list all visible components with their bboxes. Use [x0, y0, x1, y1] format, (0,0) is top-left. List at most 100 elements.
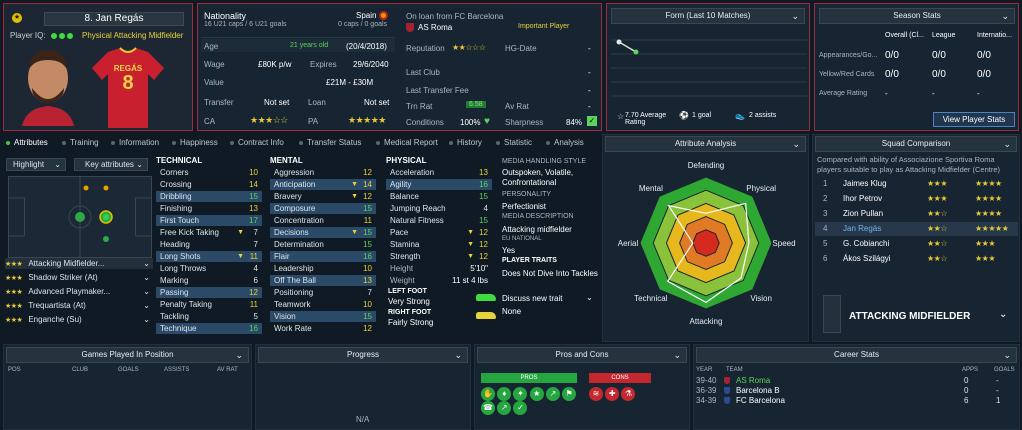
role-item[interactable]: ★★★ Enganche (Su) ⌄	[5, 315, 150, 324]
attribute-row[interactable]: Vision 15	[270, 311, 376, 322]
squad-player-name[interactable]: Jaimes Klug	[843, 179, 887, 188]
attribute-row[interactable]: Agility 16	[386, 179, 492, 190]
squad-row[interactable]: 2 Ihor Petrov ★★★ ★★★★	[815, 192, 1018, 206]
pros-cons-header[interactable]: Pros and Cons ⌄	[477, 347, 687, 363]
attribute-row[interactable]: Technique 16	[156, 323, 262, 334]
tab-training[interactable]: Training	[62, 137, 99, 149]
tab-happiness[interactable]: Happiness	[172, 137, 218, 149]
key-attributes-dropdown[interactable]: Key attributes ⌄	[74, 158, 148, 171]
career-row[interactable]: 36-39 Barcelona B 0 -	[696, 385, 1016, 396]
squad-player-name[interactable]: Ákos Szilágyi	[843, 254, 891, 263]
attribute-name: Finishing	[160, 204, 193, 213]
season-cell: 0/0	[932, 50, 946, 61]
career-row[interactable]: 34-39 FC Barcelona 6 1	[696, 395, 1016, 406]
rank: 6	[823, 254, 828, 263]
season-header[interactable]: Season Stats ⌄	[819, 8, 1015, 24]
squad-row[interactable]: 5 G. Cobianchi ★★☆ ★★★	[815, 237, 1018, 251]
tab-analysis[interactable]: Analysis	[546, 137, 584, 149]
career-team[interactable]: FC Barcelona	[736, 396, 785, 405]
attribute-value: 13	[249, 204, 258, 213]
squad-row[interactable]: 1 Jaimes Klug ★★★ ★★★★	[815, 177, 1018, 191]
attribute-row[interactable]: Teamwork 10	[270, 299, 376, 310]
attribute-row[interactable]: Crossing 14	[156, 179, 262, 190]
squad-row[interactable]: 6 Ákos Szilágyi ★★☆ ★★★	[815, 252, 1018, 266]
attribute-row[interactable]: First Touch 17	[156, 215, 262, 226]
career-row[interactable]: 39-40 AS Roma 0 -	[696, 375, 1016, 386]
focus-arrow-icon: ▼	[351, 181, 358, 188]
attribute-row[interactable]: Corners 10	[156, 167, 262, 178]
attribute-row[interactable]: Determination 15	[270, 239, 376, 250]
role-item[interactable]: ★★★ Attacking Midfielder... ⌄	[5, 258, 153, 269]
tab-attributes[interactable]: Attributes	[6, 137, 48, 149]
attribute-row[interactable]: Free Kick Taking ▼ 7	[156, 227, 262, 238]
cond-label: Conditions	[406, 118, 444, 127]
role-item[interactable]: ★★★ Trequartista (At) ⌄	[5, 301, 150, 310]
tab-transfer-status[interactable]: Transfer Status	[299, 137, 361, 149]
attribute-row[interactable]: Jumping Reach 4	[386, 203, 492, 214]
attribute-row[interactable]: Off The Ball 13	[270, 275, 376, 286]
form-header[interactable]: Form (Last 10 Matches) ⌄	[611, 8, 805, 24]
attribute-value: 6	[253, 276, 258, 285]
role-item[interactable]: ★★★ Advanced Playmaker... ⌄	[5, 287, 150, 296]
attribute-row[interactable]: Anticipation ▼ 14	[270, 179, 376, 190]
attribute-row[interactable]: Tackling 5	[156, 311, 262, 322]
attribute-row[interactable]: Passing 12	[156, 287, 262, 298]
attribute-row[interactable]: Strength ▼ 12	[386, 251, 492, 262]
attribute-row[interactable]: Positioning 7	[270, 287, 376, 298]
attribute-row[interactable]: Aggression 12	[270, 167, 376, 178]
attribute-row[interactable]: Bravery ▼ 12	[270, 191, 376, 202]
role-item[interactable]: ★★★ Shadow Striker (At) ⌄	[5, 273, 150, 282]
career-header[interactable]: Career Stats ⌄	[696, 347, 1017, 363]
squad-row[interactable]: 3 Zion Pullan ★★☆ ★★★★	[815, 207, 1018, 221]
attribute-row[interactable]: Balance 15	[386, 191, 492, 202]
nationality-value: Spain	[356, 11, 377, 20]
career-team[interactable]: Barcelona B	[736, 386, 780, 395]
position-chevron-icon[interactable]: ⌄	[999, 309, 1008, 320]
attribute-row[interactable]: Long Shots ▼ 11	[156, 251, 262, 262]
attribute-row[interactable]: Dribbling 15	[156, 191, 262, 202]
discuss-trait-button[interactable]: Discuss new trait	[502, 294, 563, 303]
games-header[interactable]: Games Played In Position ⌄	[6, 347, 249, 363]
squad-player-name[interactable]: Jan Regás	[843, 224, 882, 233]
attribute-row[interactable]: Pace ▼ 12	[386, 227, 492, 238]
tab-medical-report[interactable]: Medical Report	[376, 137, 438, 149]
attribute-row[interactable]: Leadership 10	[270, 263, 376, 274]
attribute-row[interactable]: Marking 6	[156, 275, 262, 286]
attribute-name: Bravery	[274, 192, 302, 201]
caps-right: 0 caps / 0 goals	[338, 21, 388, 28]
club-link[interactable]: AS Roma	[418, 23, 453, 32]
attribute-row[interactable]: Decisions ▼ 15	[270, 227, 376, 238]
highlight-dropdown[interactable]: Highlight ⌄	[6, 158, 66, 171]
discuss-chevron-icon[interactable]: ⌄	[586, 293, 593, 302]
attribute-name: Long Throws	[160, 264, 207, 273]
squad-player-name[interactable]: Zion Pullan	[843, 209, 884, 218]
star-icon[interactable]: ★	[12, 13, 22, 23]
season-cell: 0/0	[885, 69, 899, 80]
attribute-row[interactable]: Natural Fitness 15	[386, 215, 492, 226]
attribute-value: 12	[479, 228, 488, 237]
attribute-row[interactable]: Penalty Taking 11	[156, 299, 262, 310]
attribute-row[interactable]: Acceleration 13	[386, 167, 492, 178]
analysis-header[interactable]: Attribute Analysis ⌄	[605, 136, 806, 152]
squad-player-name[interactable]: Ihor Petrov	[843, 194, 883, 203]
attribute-row[interactable]: Heading 7	[156, 239, 262, 250]
squad-row[interactable]: 4 Jan Regás ★★☆ ★★★★★	[815, 222, 1018, 236]
squad-header[interactable]: Squad Comparison ⌄	[815, 136, 1017, 152]
attribute-value: 7	[367, 288, 372, 297]
tab-history[interactable]: History	[449, 137, 482, 149]
attribute-row[interactable]: Composure 15	[270, 203, 376, 214]
squad-player-name[interactable]: G. Cobianchi	[843, 239, 890, 248]
attribute-row[interactable]: Stamina ▼ 12	[386, 239, 492, 250]
attribute-row[interactable]: Concentration 11	[270, 215, 376, 226]
attribute-row[interactable]: Flair 16	[270, 251, 376, 262]
progress-header[interactable]: Progress ⌄	[258, 347, 468, 363]
attribute-row[interactable]: Finishing 13	[156, 203, 262, 214]
tab-statistic[interactable]: Statistic	[496, 137, 532, 149]
career-team[interactable]: AS Roma	[736, 376, 771, 385]
tab-contract-info[interactable]: Contract Info	[230, 137, 284, 149]
tab-information[interactable]: Information	[111, 137, 159, 149]
attribute-row[interactable]: Long Throws 4	[156, 263, 262, 274]
attribute-row[interactable]: Work Rate 12	[270, 323, 376, 334]
view-player-stats-button[interactable]: View Player Stats	[933, 112, 1015, 127]
pro-icon: ✋	[481, 387, 495, 401]
